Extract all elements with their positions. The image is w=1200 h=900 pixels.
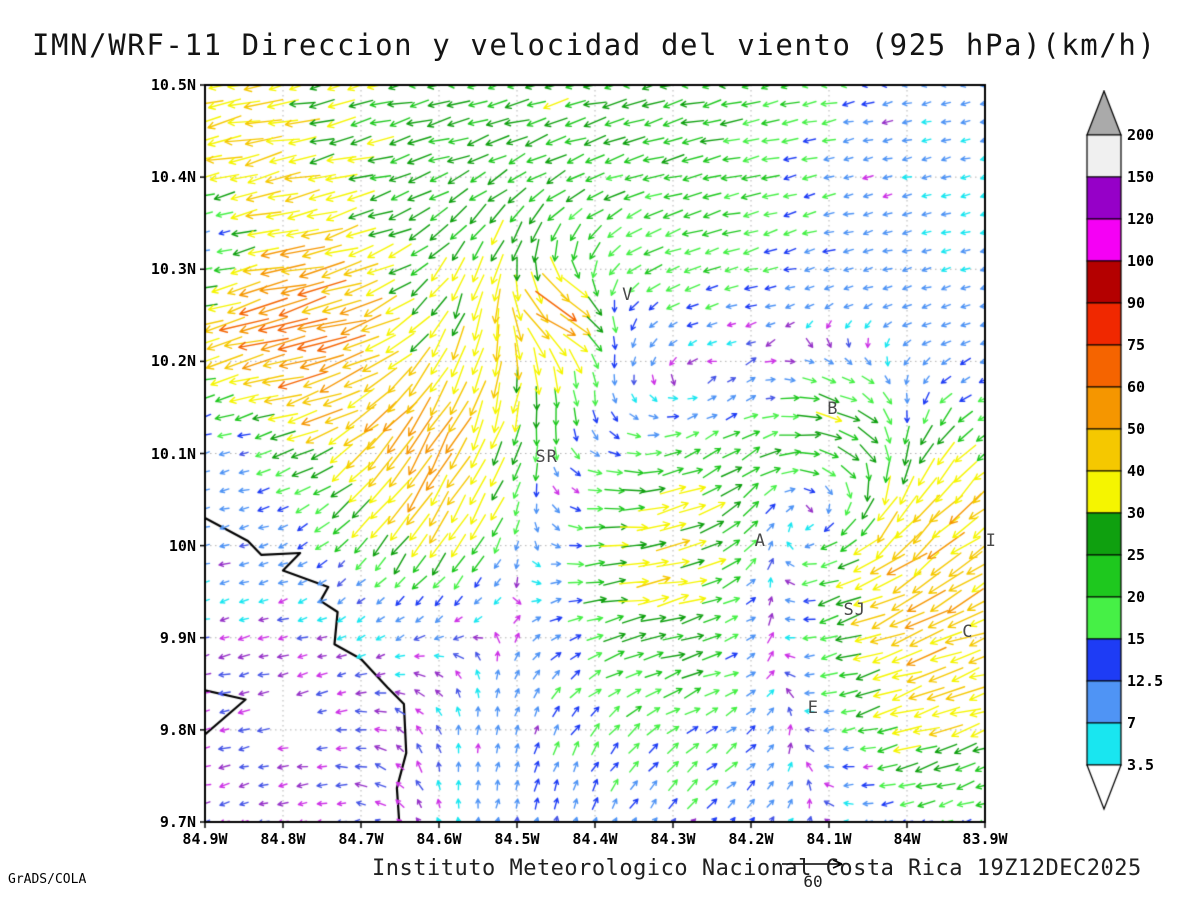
- y-axis-label: 9.9N: [159, 628, 196, 647]
- legend-value-label: 25: [1127, 546, 1146, 564]
- station-label: B: [827, 399, 839, 420]
- y-axis-label: 10.4N: [150, 168, 196, 187]
- legend-value-label: 100: [1127, 252, 1155, 270]
- station-label: C: [962, 622, 974, 643]
- x-axis-label: 84.9W: [182, 830, 228, 848]
- legend-value-label: 12.5: [1127, 672, 1164, 690]
- legend-value-label: 50: [1127, 420, 1146, 438]
- y-axis-label: 10.3N: [150, 260, 196, 279]
- y-axis-label: 10N: [168, 536, 196, 555]
- station-label: SR: [535, 447, 558, 468]
- legend-value-label: 3.5: [1127, 756, 1155, 774]
- y-axis-label: 10.2N: [150, 352, 196, 371]
- legend-value-label: 40: [1127, 462, 1146, 480]
- x-axis-label: 84W: [893, 830, 921, 848]
- y-axis-label: 9.7N: [159, 813, 196, 831]
- legend-value-label: 150: [1127, 168, 1155, 186]
- legend-value-label: 60: [1127, 378, 1146, 396]
- x-axis-label: 84.4W: [572, 830, 618, 848]
- chart-title: IMN/WRF-11 Direccion y velocidad del vie…: [32, 28, 1157, 62]
- grads-cola-credit: GrADS/COLA: [8, 872, 87, 887]
- x-axis-label: 84.7W: [338, 830, 384, 848]
- reference-vector-arrow: [782, 859, 843, 869]
- station-label: A: [754, 531, 766, 552]
- station-label: SJ: [843, 600, 866, 621]
- station-label: I: [985, 531, 997, 552]
- y-axis-label: 9.8N: [159, 720, 196, 739]
- legend-value-label: 90: [1127, 294, 1146, 312]
- x-axis-label: 84.5W: [494, 830, 540, 848]
- station-label: V: [622, 285, 634, 306]
- y-axis-label: 10.1N: [150, 444, 196, 463]
- legend-value-label: 20: [1127, 588, 1146, 606]
- wind-vector-map-canvas: [200, 80, 991, 829]
- x-axis-label: 84.1W: [806, 830, 852, 848]
- x-axis-label: 84.2W: [728, 830, 774, 848]
- legend-value-label: 200: [1127, 126, 1155, 144]
- legend-value-label: 75: [1127, 336, 1146, 354]
- legend-value-label: 30: [1127, 504, 1146, 522]
- reference-vector-label: 60: [803, 872, 823, 891]
- x-axis-label: 84.6W: [416, 830, 462, 848]
- station-label: E: [807, 697, 820, 718]
- y-axis-label: 10.5N: [150, 76, 196, 94]
- legend-value-label: 15: [1127, 630, 1146, 648]
- x-axis-label: 84.8W: [260, 830, 306, 848]
- legend-colorbar-canvas: [1083, 90, 1127, 812]
- x-axis-label: 83.9W: [962, 830, 1008, 848]
- x-axis-label: 84.3W: [650, 830, 696, 848]
- legend-value-label: 120: [1127, 210, 1155, 228]
- footer-caption: Instituto Meteorologico Nacional Costa R…: [372, 856, 1142, 881]
- legend-value-label: 7: [1127, 714, 1137, 732]
